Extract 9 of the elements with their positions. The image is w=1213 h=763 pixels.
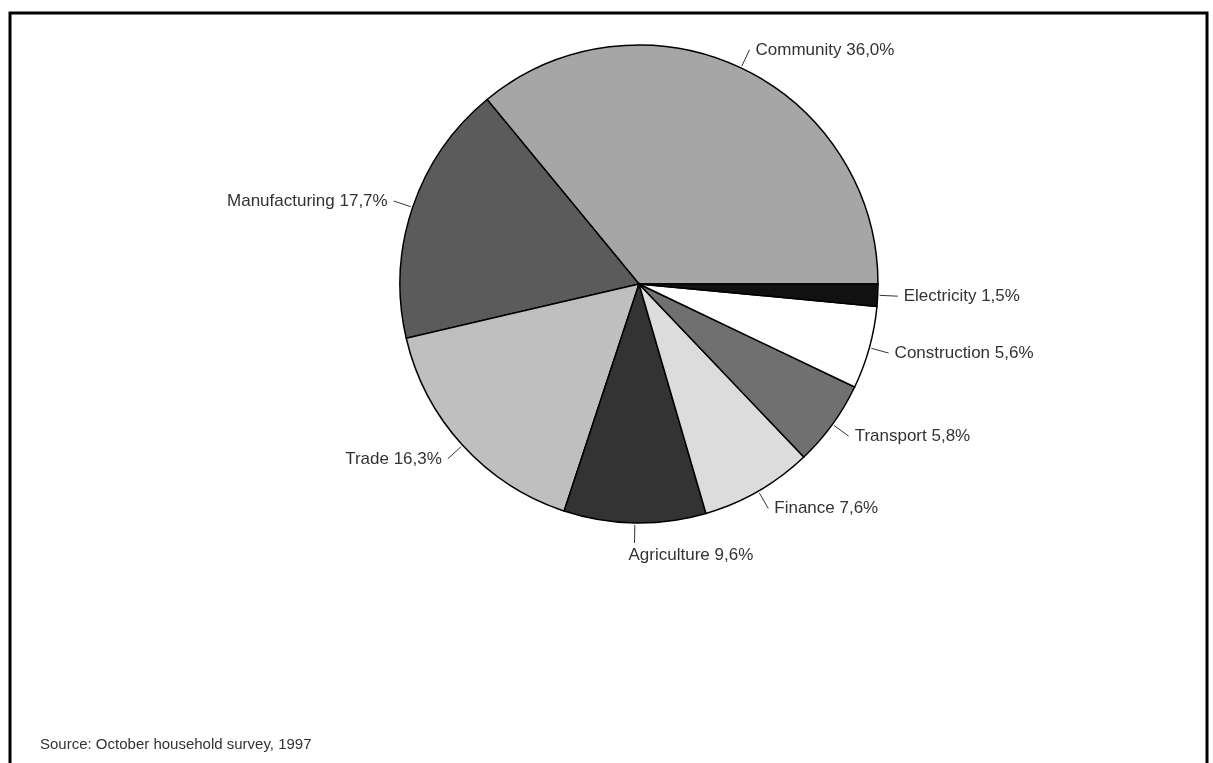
slice-label: Trade 16,3% <box>345 448 442 468</box>
slice-label: Transport 5,8% <box>854 426 971 446</box>
source-note: Source: October household survey, 1997 <box>40 735 312 752</box>
slice-label: Agriculture 9,6% <box>628 544 754 564</box>
slice-label: Finance 7,6% <box>774 498 879 518</box>
slice-label: Electricity 1,5% <box>903 286 1020 306</box>
slice-label: Community 36,0% <box>755 39 895 59</box>
slice-label: Construction 5,6% <box>894 343 1034 363</box>
slice-label: Manufacturing 17,7% <box>227 190 388 210</box>
